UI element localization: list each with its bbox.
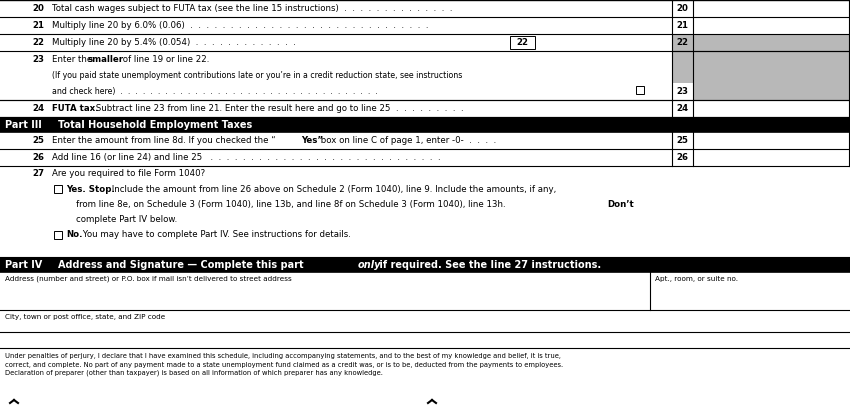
Text: Are you required to file Form 1040?: Are you required to file Form 1040?	[52, 169, 205, 178]
Text: box on line C of page 1, enter -0-  .  .  .  .: box on line C of page 1, enter -0- . . .…	[318, 136, 496, 145]
Text: Part III: Part III	[5, 119, 42, 130]
Text: of line 19 or line 22.: of line 19 or line 22.	[120, 55, 209, 64]
Text: Add line 16 (or line 24) and line 25   .  .  .  .  .  .  .  .  .  .  .  .  .  . : Add line 16 (or line 24) and line 25 . .…	[52, 153, 440, 162]
Text: 24: 24	[677, 104, 688, 113]
Text: 20: 20	[32, 4, 44, 13]
Text: smaller: smaller	[88, 55, 124, 64]
Bar	[54, 185, 62, 193]
Text: Under penalties of perjury, I declare that I have examined this schedule, includ: Under penalties of perjury, I declare th…	[5, 353, 563, 377]
Bar	[636, 86, 644, 94]
Bar	[0, 117, 850, 132]
Text: Yes. Stop.: Yes. Stop.	[66, 185, 115, 194]
Text: No.: No.	[66, 230, 82, 239]
Text: 27: 27	[32, 169, 44, 178]
Text: 26: 26	[32, 153, 44, 162]
Text: 25: 25	[677, 136, 688, 145]
Text: from line 8e, on Schedule 3 (Form 1040), line 13b, and line 8f on Schedule 3 (Fo: from line 8e, on Schedule 3 (Form 1040),…	[76, 200, 508, 209]
Text: Total Household Employment Taxes: Total Household Employment Taxes	[58, 119, 252, 130]
Text: only: only	[358, 260, 382, 269]
Text: Include the amount from line 26 above on Schedule 2 (Form 1040), line 9. Include: Include the amount from line 26 above on…	[109, 185, 556, 194]
Text: and check here)  .  .  .  .  .  .  .  .  .  .  .  .  .  .  .  .  .  .  .  .  .  : and check here) . . . . . . . . . . . . …	[52, 87, 378, 96]
Text: Yes”: Yes”	[301, 136, 323, 145]
Text: if required. See the line 27 instructions.: if required. See the line 27 instruction…	[376, 260, 601, 269]
Text: 22: 22	[32, 38, 44, 47]
Text: Don’t: Don’t	[607, 200, 634, 209]
Text: complete Part IV below.: complete Part IV below.	[76, 215, 178, 224]
Bar	[54, 231, 62, 239]
Text: Multiply line 20 by 6.0% (0.06)  .  .  .  .  .  .  .  .  .  .  .  .  .  .  .  . : Multiply line 20 by 6.0% (0.06) . . . . …	[52, 21, 428, 30]
Text: 20: 20	[677, 4, 688, 13]
Bar	[0, 257, 850, 272]
Text: 24: 24	[32, 104, 44, 113]
Text: 23: 23	[32, 55, 44, 64]
Text: 21: 21	[32, 21, 44, 30]
Text: Apt., room, or suite no.: Apt., room, or suite no.	[655, 276, 738, 282]
Text: Enter the amount from line 8d. If you checked the “: Enter the amount from line 8d. If you ch…	[52, 136, 275, 145]
Text: Subtract line 23 from line 21. Enter the result here and go to line 25  .  .  . : Subtract line 23 from line 21. Enter the…	[93, 104, 463, 113]
Text: FUTA tax.: FUTA tax.	[52, 104, 99, 113]
Text: Total cash wages subject to FUTA tax (see the line 15 instructions)  .  .  .  . : Total cash wages subject to FUTA tax (se…	[52, 4, 452, 13]
Text: 26: 26	[677, 153, 688, 162]
Text: 21: 21	[677, 21, 688, 30]
Text: Multiply line 20 by 5.4% (0.054)  .  .  .  .  .  .  .  .  .  .  .  .  .: Multiply line 20 by 5.4% (0.054) . . . .…	[52, 38, 296, 47]
Text: 22: 22	[677, 38, 688, 47]
Text: 25: 25	[32, 136, 44, 145]
Text: City, town or post office, state, and ZIP code: City, town or post office, state, and ZI…	[5, 314, 165, 320]
Bar	[510, 36, 535, 49]
Text: Part IV: Part IV	[5, 260, 43, 269]
Text: (If you paid state unemployment contributions late or you’re in a credit reducti: (If you paid state unemployment contribu…	[52, 71, 462, 80]
Text: Address (number and street) or P.O. box if mail isn’t delivered to street addres: Address (number and street) or P.O. box …	[5, 276, 292, 283]
Text: Address and Signature — Complete this part: Address and Signature — Complete this pa…	[58, 260, 307, 269]
Text: You may have to complete Part IV. See instructions for details.: You may have to complete Part IV. See in…	[80, 230, 351, 239]
Text: 23: 23	[677, 87, 688, 96]
Text: Enter the: Enter the	[52, 55, 95, 64]
Text: 22: 22	[517, 38, 529, 47]
Bar	[672, 83, 693, 100]
Bar	[672, 34, 849, 100]
